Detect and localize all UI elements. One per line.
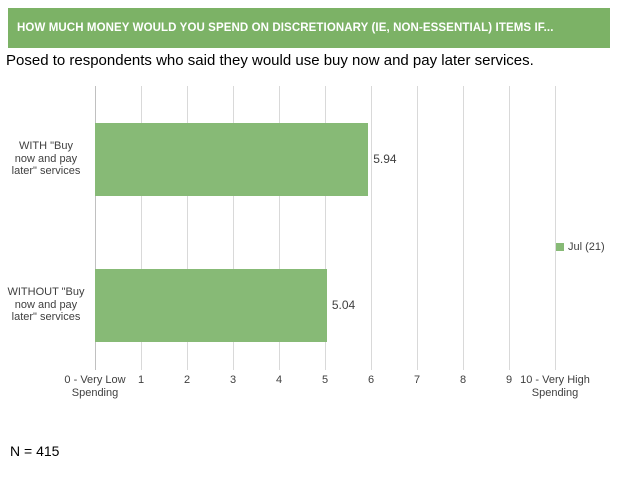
bar-value-label: 5.94 xyxy=(373,152,397,166)
gridline xyxy=(370,86,372,370)
x-tick-label: 8 xyxy=(459,374,467,386)
category-label: WITH "Buy now and pay later" services xyxy=(11,140,81,178)
x-tick-label: 6 xyxy=(367,374,375,386)
x-tick-label: 7 xyxy=(413,374,421,386)
x-tick-label: 2 xyxy=(183,374,191,386)
chart-title-banner: HOW MUCH MONEY WOULD YOU SPEND ON DISCRE… xyxy=(8,8,610,48)
x-tick-label: 10 - Very High Spending xyxy=(520,374,590,399)
gridline xyxy=(462,86,464,370)
category-label: WITHOUT "Buy now and pay later" services xyxy=(7,286,85,324)
gridline xyxy=(140,86,142,370)
x-tick-label: 3 xyxy=(229,374,237,386)
value-axis-line xyxy=(94,86,96,370)
bar xyxy=(95,122,369,196)
sample-size-note: N = 415 xyxy=(10,443,60,459)
legend: Jul (21) xyxy=(556,241,605,253)
gridline xyxy=(186,86,188,370)
gridline xyxy=(278,86,280,370)
gridline xyxy=(232,86,234,370)
x-tick-label: 4 xyxy=(275,374,283,386)
plot-area: 5.94 5.04 xyxy=(94,86,556,370)
x-tick-label: 9 xyxy=(505,374,513,386)
chart-subtitle: Posed to respondents who said they would… xyxy=(6,52,534,69)
gridline xyxy=(416,86,418,370)
x-tick-label: 0 - Very Low Spending xyxy=(64,374,126,399)
x-tick-label: 5 xyxy=(321,374,329,386)
gridline xyxy=(554,86,556,370)
x-tick-label: 1 xyxy=(137,374,145,386)
chart-title: HOW MUCH MONEY WOULD YOU SPEND ON DISCRE… xyxy=(17,22,554,34)
bar xyxy=(95,268,327,342)
bar-value-label: 5.04 xyxy=(331,298,356,312)
legend-swatch-icon xyxy=(556,243,564,251)
gridline xyxy=(324,86,326,370)
gridline xyxy=(508,86,510,370)
legend-label: Jul (21) xyxy=(568,241,605,253)
